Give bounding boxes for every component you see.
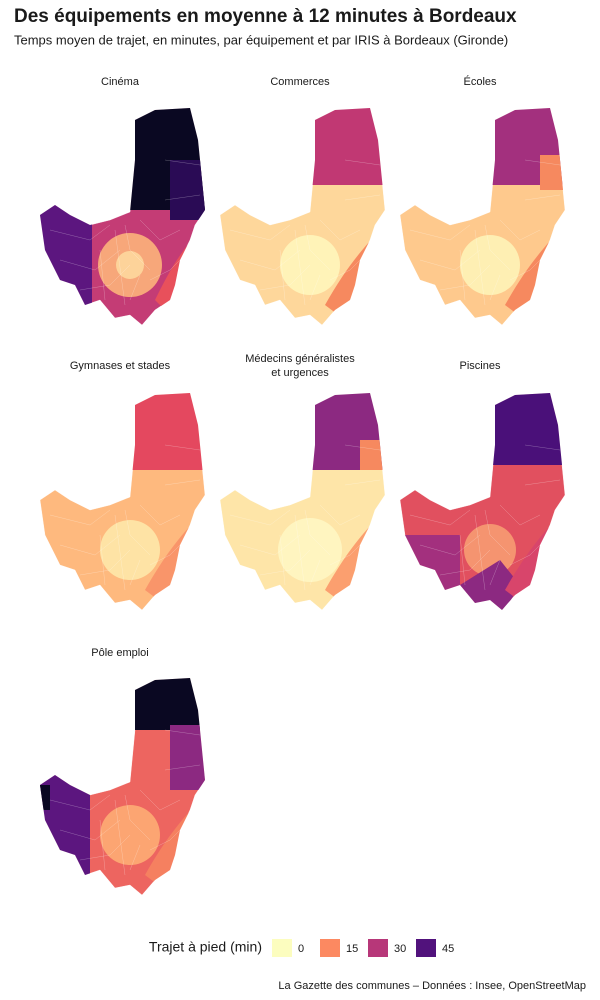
panel-title: Écoles [463, 75, 497, 88]
panel-title: Gymnases et stades [70, 360, 171, 372]
title: Des équipements en moyenne à 12 minutes … [14, 6, 517, 27]
subtitle: Temps moyen de trajet, en minutes, par é… [14, 32, 508, 47]
legend: 0 15 30 45 [272, 939, 454, 957]
legend-label: 45 [442, 943, 454, 955]
map [39, 107, 206, 326]
map [399, 107, 566, 326]
legend-label: 30 [394, 943, 406, 955]
map [399, 392, 566, 611]
map [219, 107, 386, 326]
panel-title: Cinéma [101, 76, 140, 88]
panel-title: Pôle emploi [91, 647, 148, 659]
legend-label: 0 [298, 943, 304, 955]
panel-title: et urgences [271, 367, 329, 379]
source: La Gazette des communes – Données : Inse… [278, 980, 586, 992]
legend-swatch [272, 939, 292, 957]
panel-title: Piscines [460, 360, 501, 372]
legend-title: Trajet à pied (min) [149, 939, 262, 955]
panel-title: Médecins généralistes [245, 353, 355, 365]
legend-swatch [320, 939, 340, 957]
panel-title: Commerces [270, 76, 330, 88]
map [39, 677, 206, 896]
map [39, 392, 206, 611]
legend-label: 15 [346, 943, 358, 955]
legend-swatch [368, 939, 388, 957]
map [219, 392, 386, 611]
legend-swatch [416, 939, 436, 957]
